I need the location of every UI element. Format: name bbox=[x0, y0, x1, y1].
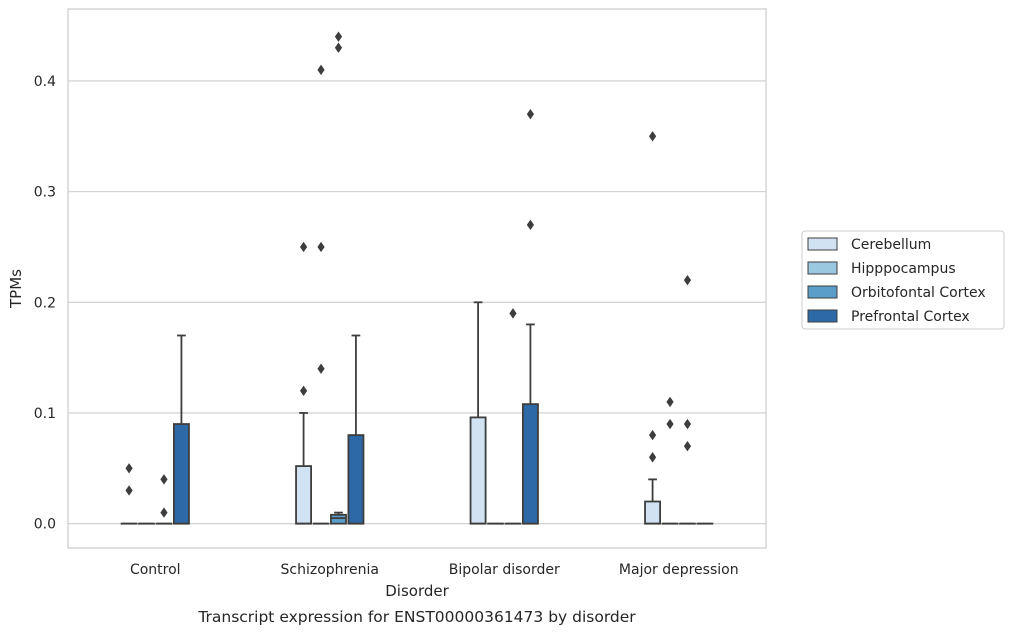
legend: Cerebellum Hipppocampus Orbitofontal Corte… bbox=[801, 230, 1005, 330]
box-cerebellum bbox=[295, 412, 312, 525]
box-rect bbox=[295, 465, 312, 525]
outlier-point bbox=[509, 308, 517, 319]
x-tick-label: Schizophrenia bbox=[281, 562, 379, 578]
gridlines bbox=[68, 80, 766, 525]
chart-caption: Transcript expression for ENST0000036147… bbox=[197, 608, 636, 626]
legend-label: Prefrontal Cortex bbox=[851, 309, 970, 325]
box-rect bbox=[469, 416, 487, 525]
y-tick-label: 0.0 bbox=[34, 517, 56, 533]
y-axis-label: TPMs bbox=[7, 269, 25, 309]
outlier-point bbox=[648, 131, 657, 142]
y-tick-label: 0.3 bbox=[34, 185, 56, 201]
box-rect bbox=[522, 403, 539, 525]
legend-swatch bbox=[807, 309, 838, 323]
outlier-point bbox=[526, 219, 535, 231]
box-cerebellum bbox=[469, 301, 487, 525]
legend-label: Orbitofontal Cortex bbox=[851, 285, 986, 301]
box-cerebellum bbox=[644, 478, 661, 525]
box-prefrontal-cortex bbox=[522, 323, 539, 525]
outlier-point bbox=[683, 418, 692, 430]
outlier-point bbox=[125, 485, 133, 496]
outlier-point bbox=[317, 241, 325, 253]
box-rect bbox=[347, 434, 365, 525]
outlier-point bbox=[160, 507, 168, 518]
outlier-point bbox=[666, 396, 674, 408]
outlier-point bbox=[683, 440, 692, 452]
box-orbitofontal-cortex bbox=[330, 511, 347, 525]
outlier-point bbox=[317, 363, 325, 374]
outlier-point bbox=[648, 429, 657, 441]
outliers bbox=[125, 31, 692, 518]
legend-swatch bbox=[807, 261, 838, 275]
legend-label: Hipppocampus bbox=[851, 261, 956, 277]
outlier-point bbox=[299, 385, 308, 397]
outlier-point bbox=[299, 241, 308, 253]
outlier-point bbox=[125, 463, 133, 474]
legend-label: Cerebellum bbox=[851, 237, 931, 253]
box-prefrontal-cortex bbox=[347, 334, 365, 525]
outlier-point bbox=[334, 42, 343, 53]
y-tick-label: 0.4 bbox=[34, 74, 56, 90]
legend-swatch bbox=[807, 285, 838, 299]
x-tick-label: Bipolar disorder bbox=[449, 562, 560, 578]
x-axis-ticks: Control Schizophrenia Bipolar disorder Majo… bbox=[130, 562, 739, 578]
box-rect bbox=[330, 513, 347, 525]
y-axis-ticks: 0.0 0.1 0.2 0.3 0.4 bbox=[34, 74, 56, 533]
y-tick-label: 0.1 bbox=[34, 406, 56, 422]
outlier-point bbox=[683, 274, 692, 286]
x-tick-label: Control bbox=[130, 562, 181, 578]
legend-frame bbox=[801, 230, 1005, 330]
box-rect bbox=[172, 423, 190, 525]
outlier-point bbox=[334, 31, 343, 42]
outlier-point bbox=[666, 418, 674, 430]
box-prefrontal-cortex bbox=[172, 334, 190, 525]
x-tick-label: Major depression bbox=[619, 562, 739, 578]
outlier-point bbox=[526, 108, 535, 120]
x-axis-label: Disorder bbox=[385, 582, 449, 600]
legend-swatch bbox=[807, 237, 838, 251]
box-rect bbox=[644, 500, 661, 525]
plot-frame bbox=[67, 8, 767, 549]
boxes bbox=[120, 301, 714, 525]
y-tick-label: 0.2 bbox=[34, 295, 56, 311]
outlier-point bbox=[648, 452, 657, 463]
outlier-point bbox=[317, 64, 325, 76]
outlier-point bbox=[160, 474, 168, 485]
